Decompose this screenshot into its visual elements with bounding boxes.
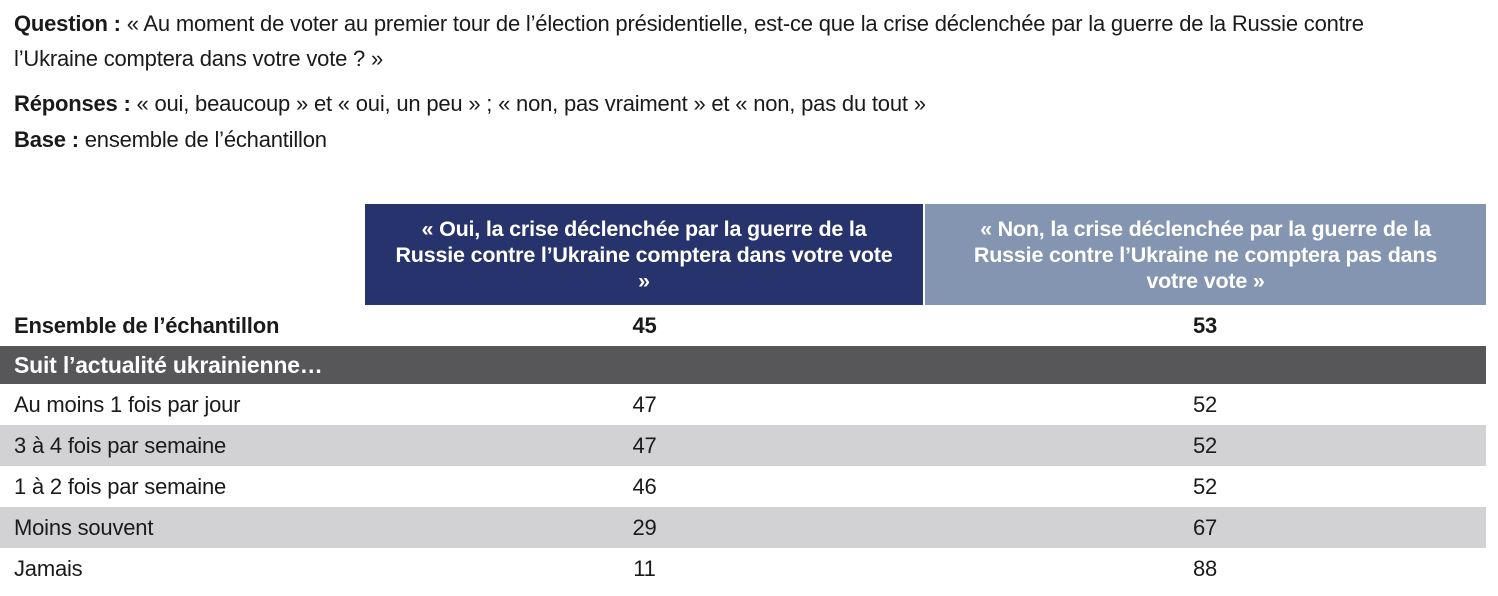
column-header-oui: « Oui, la crise déclenchée par la guerre… — [365, 204, 923, 305]
question-label: Question : — [14, 11, 121, 36]
intro-block: Question : « Au moment de voter au premi… — [14, 6, 1414, 157]
responses-paragraph: Réponses : « oui, beaucoup » et « oui, u… — [14, 86, 1414, 121]
value-oui: 47 — [632, 391, 657, 417]
question-text: « Au moment de voter au premier tour de … — [14, 11, 1364, 71]
value-non: 52 — [1192, 432, 1218, 458]
value-oui: 45 — [632, 312, 657, 338]
row-label: 3 à 4 fois par semaine — [14, 432, 227, 458]
row-label: 1 à 2 fois par semaine — [14, 473, 227, 499]
responses-label: Réponses : — [14, 91, 131, 116]
question-paragraph: Question : « Au moment de voter au premi… — [14, 6, 1414, 76]
value-oui: 46 — [632, 473, 657, 499]
responses-text: « oui, beaucoup » et « oui, un peu » ; «… — [130, 91, 926, 116]
base-paragraph: Base : ensemble de l’échantillon — [14, 122, 1414, 157]
section-header-row: Suit l’actualité ukrainienne… — [0, 346, 1486, 384]
table-header-row: « Oui, la crise déclenchée par la guerre… — [0, 204, 1486, 305]
table-row: Jamais 11 88 — [0, 548, 1486, 589]
value-non: 53 — [1192, 312, 1218, 338]
value-oui: 29 — [632, 514, 657, 540]
base-label: Base : — [14, 127, 79, 152]
row-label: Au moins 1 fois par jour — [14, 391, 241, 417]
base-text: ensemble de l’échantillon — [78, 127, 327, 152]
value-non: 52 — [1192, 473, 1218, 499]
row-label: Jamais — [14, 555, 83, 581]
table-row-total: Ensemble de l’échantillon 45 53 — [0, 305, 1486, 346]
table-row: Au moins 1 fois par jour 47 52 — [0, 384, 1486, 425]
row-label: Ensemble de l’échantillon — [14, 312, 280, 338]
table-row: 3 à 4 fois par semaine 47 52 — [0, 425, 1486, 466]
value-oui: 47 — [632, 432, 657, 458]
table-row: 1 à 2 fois par semaine 46 52 — [0, 466, 1486, 507]
header-spacer-cell — [0, 204, 365, 305]
value-non: 88 — [1192, 555, 1218, 581]
survey-results-table: « Oui, la crise déclenchée par la guerre… — [0, 204, 1486, 589]
column-header-non: « Non, la crise déclenchée par la guerre… — [925, 204, 1486, 305]
row-label: Moins souvent — [14, 514, 154, 540]
value-non: 67 — [1192, 514, 1218, 540]
value-non: 52 — [1192, 391, 1218, 417]
table-row: Moins souvent 29 67 — [0, 507, 1486, 548]
value-oui: 11 — [633, 555, 656, 581]
